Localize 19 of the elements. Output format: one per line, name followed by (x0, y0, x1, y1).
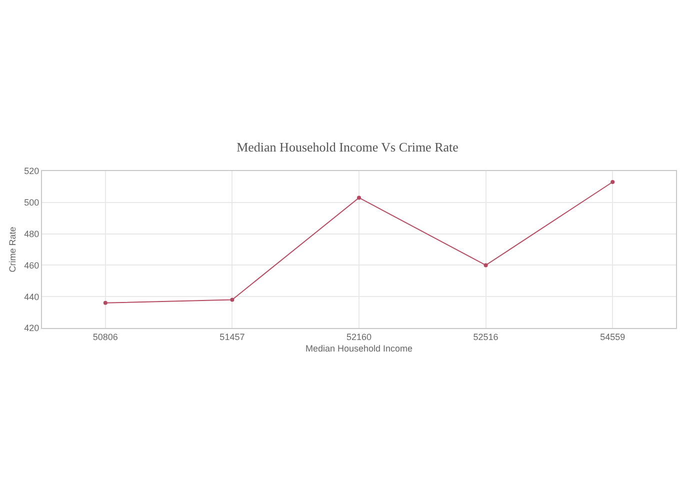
y-tick-label: 520 (24, 166, 40, 176)
y-tick-label: 500 (24, 198, 40, 208)
y-tick-label: 420 (24, 323, 40, 334)
x-tick-label: 52516 (473, 332, 498, 342)
x-axis-title: Median Household Income (305, 344, 413, 354)
point (610, 180, 615, 184)
point (484, 263, 488, 268)
point (230, 298, 234, 302)
x-tick-label: 52160 (346, 332, 372, 342)
chart-title: Median Household Income Vs Crime Rate (236, 140, 459, 155)
x-tick-label: 50806 (92, 332, 118, 342)
point (357, 196, 361, 200)
x-tick-label: 54559 (600, 332, 626, 342)
y-tick-label: 440 (24, 292, 40, 302)
y-tick-label: 480 (24, 228, 40, 239)
point (103, 300, 108, 305)
y-tick-label: 460 (24, 260, 40, 270)
x-tick-label: 51457 (220, 332, 245, 342)
y-axis-title: Crime Rate (8, 226, 18, 272)
